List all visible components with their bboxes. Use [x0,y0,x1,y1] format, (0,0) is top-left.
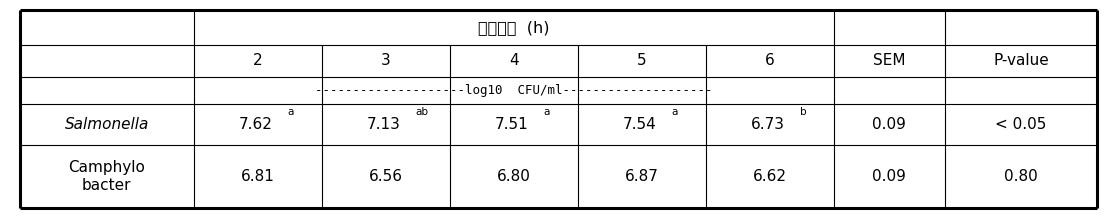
Text: 7.51: 7.51 [495,117,528,132]
Text: --------------------log10  CFU/ml--------------------: --------------------log10 CFU/ml--------… [315,84,713,97]
Text: < 0.05: < 0.05 [995,117,1047,132]
Text: 7.62: 7.62 [238,117,273,132]
Text: 2: 2 [252,53,262,68]
Text: 4: 4 [509,53,518,68]
Text: Camphylo
bacter: Camphylo bacter [68,160,145,193]
Text: 6.56: 6.56 [369,169,402,184]
Text: P-value: P-value [993,53,1049,68]
Text: b: b [800,107,806,117]
Text: 6.80: 6.80 [497,169,531,184]
Text: 6: 6 [765,53,774,68]
Text: 3: 3 [381,53,391,68]
Text: a: a [671,107,678,117]
Text: 0.09: 0.09 [872,117,906,132]
Text: Salmonella: Salmonella [65,117,149,132]
Text: 7.13: 7.13 [366,117,400,132]
Text: a: a [288,107,294,117]
Text: 6.62: 6.62 [753,169,786,184]
Text: ab: ab [416,107,429,117]
Text: 0.09: 0.09 [872,169,906,184]
Text: 6.73: 6.73 [751,117,784,132]
Text: 7.54: 7.54 [622,117,657,132]
Text: 6.87: 6.87 [624,169,659,184]
Text: 절식시간  (h): 절식시간 (h) [478,20,550,35]
Text: 5: 5 [637,53,647,68]
Text: a: a [544,107,551,117]
Text: 0.80: 0.80 [1004,169,1038,184]
Text: SEM: SEM [873,53,906,68]
Text: 6.81: 6.81 [240,169,275,184]
